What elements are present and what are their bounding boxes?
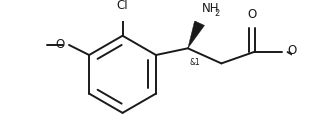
- Text: O: O: [248, 8, 257, 21]
- Text: Cl: Cl: [117, 0, 128, 12]
- Text: 2: 2: [215, 9, 220, 18]
- Text: O: O: [288, 44, 297, 57]
- Text: &1: &1: [189, 58, 200, 67]
- Polygon shape: [188, 21, 204, 48]
- Text: NH: NH: [202, 2, 220, 15]
- Text: O: O: [56, 38, 65, 51]
